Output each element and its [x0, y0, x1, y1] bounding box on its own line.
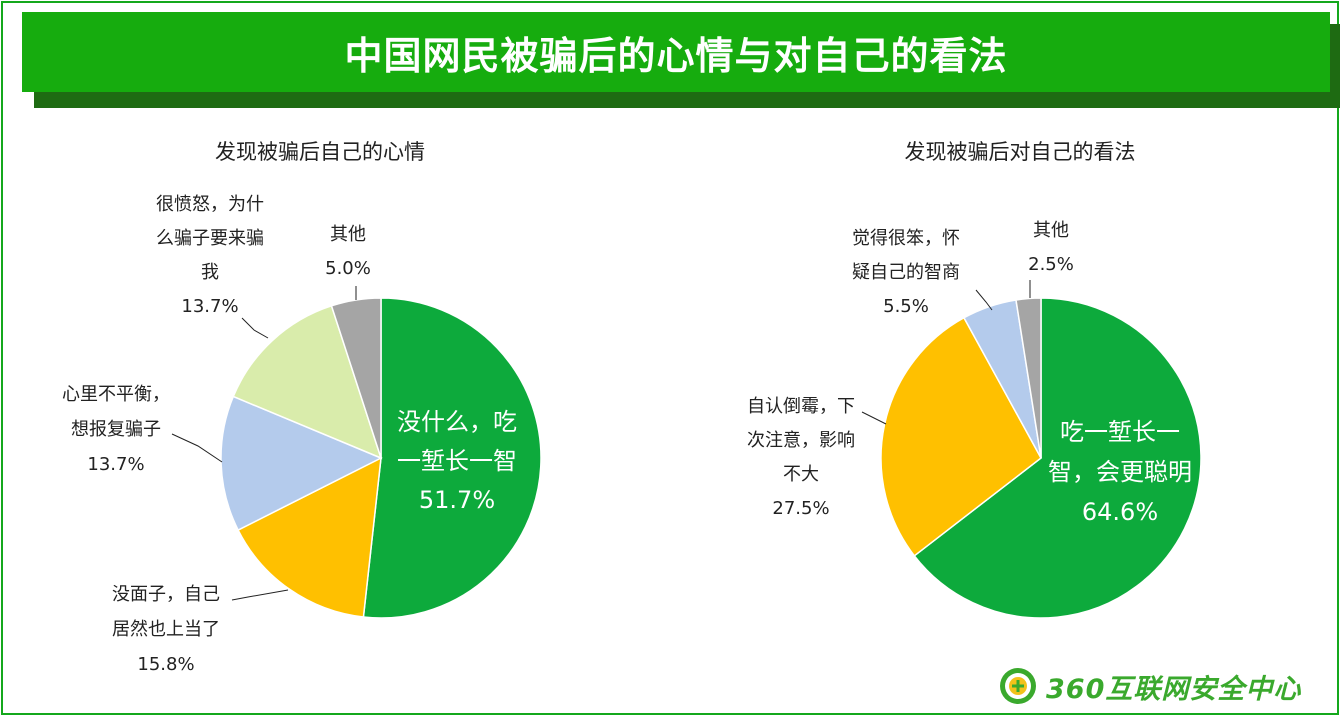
pie2-slice-4 — [1015, 297, 1042, 459]
page-title: 中国网民被骗后的心情与对自己的看法 — [344, 33, 1008, 78]
pie1-slice-1-percent: 51.7% — [419, 486, 495, 514]
pie1-slice-3-label: 想报复骗子 — [71, 419, 161, 440]
pie1-slice-5-label: 其他 — [330, 224, 366, 245]
chart2-title: 发现被骗后对自己的看法 — [904, 140, 1136, 164]
pie2-slice-4-percent: 2.5% — [1028, 254, 1074, 275]
logo-text: 360互联网安全中心 — [1046, 673, 1302, 705]
chart1-title: 发现被骗后自己的心情 — [215, 140, 425, 164]
pie1-slice-5-percent: 5.0% — [325, 258, 371, 279]
pie2-slice-3-label: 觉得很笨，怀 — [852, 228, 960, 249]
pie1-leader-2 — [231, 589, 289, 601]
title-banner: 中国网民被骗后的心情与对自己的看法 — [22, 12, 1330, 92]
pie1-slice-3 — [220, 395, 383, 532]
pie2-slice-3-percent: 5.5% — [883, 296, 929, 317]
pie2-slice-1-label: 智，会更聪明 — [1048, 458, 1192, 486]
pie1-slice-1-label: 没什么，吃 — [397, 408, 517, 436]
pie1-slice-5 — [330, 297, 382, 459]
pie2-slice-2-percent: 27.5% — [772, 498, 829, 519]
pie2-slice-2-label: 自认倒霉，下 — [747, 396, 855, 417]
pie2-leader-2 — [861, 411, 887, 425]
pie1-slice-4-label: 很愤怒，为什 — [156, 194, 264, 215]
pie2-slice-2-label: 次注意，影响 — [747, 430, 855, 451]
pie2-slice-4-label: 其他 — [1033, 220, 1069, 241]
pie2-slice-3-label: 疑自己的智商 — [852, 262, 960, 283]
pie1-leader-3 — [171, 433, 223, 463]
pie2-slice-1 — [913, 297, 1202, 619]
pie2-slice-2-label: 不大 — [783, 464, 819, 485]
logo: 360互联网安全中心 — [998, 666, 1301, 706]
pie1-leader-4 — [241, 317, 269, 339]
pie1-slice-2-label: 居然也上当了 — [112, 619, 220, 640]
pie2-slice-1-label: 吃一堑长一 — [1060, 418, 1180, 446]
pie1-slice-1 — [362, 297, 542, 619]
pie2-slice-2 — [880, 316, 1042, 557]
pie1-slice-2 — [237, 456, 382, 618]
logo-icon — [1000, 668, 1036, 704]
pie1-slice-4 — [232, 304, 383, 460]
pie1-slice-1-label: 一堑长一智 — [397, 447, 517, 475]
pie2-slice-1-percent: 64.6% — [1082, 498, 1158, 526]
pie1-slice-3-label: 心里不平衡， — [62, 384, 170, 405]
pie2-leader-3 — [975, 289, 993, 311]
pie1-slice-2-percent: 15.8% — [137, 654, 194, 675]
pie1-slice-4-percent: 13.7% — [181, 296, 238, 317]
pie1-slice-4-label: 么骗子要来骗 — [156, 228, 264, 249]
pie1-slice-3-percent: 13.7% — [87, 454, 144, 475]
pie1-slice-4-label: 我 — [201, 262, 219, 283]
pie1-slice-2-label: 没面子，自己 — [112, 584, 220, 605]
